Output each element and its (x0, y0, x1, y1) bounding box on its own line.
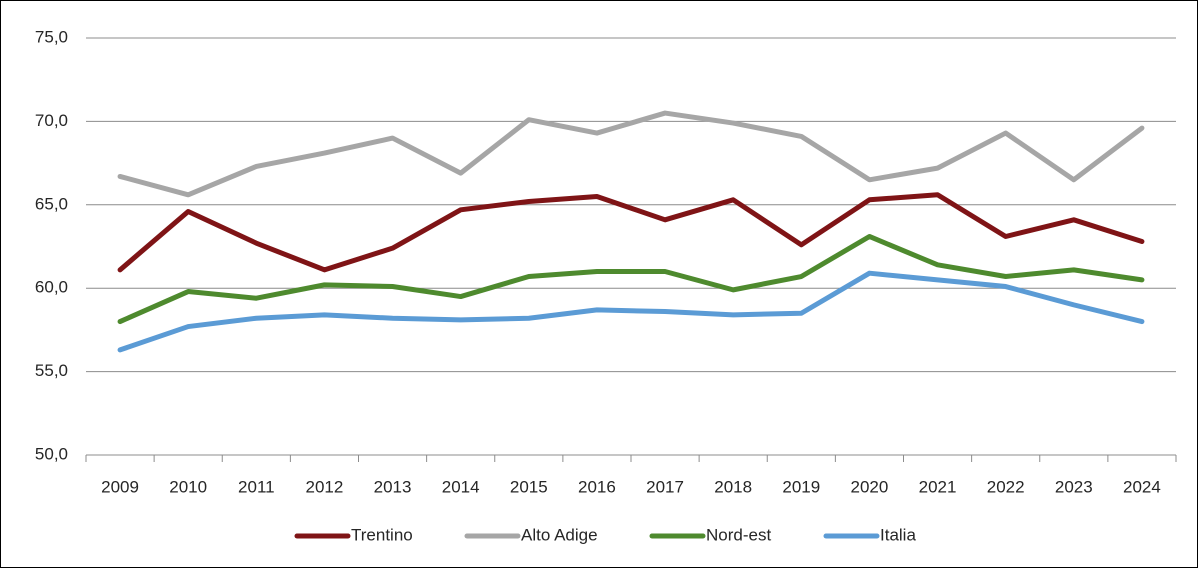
line-series (117, 110, 1145, 198)
x-tick-label: 2023 (1055, 477, 1093, 496)
y-tick-label: 75,0 (35, 27, 68, 46)
x-tick-label: 2013 (374, 477, 412, 496)
x-tick-label: 2015 (510, 477, 548, 496)
x-tick-label: 2020 (851, 477, 889, 496)
x-tick-label: 2017 (646, 477, 684, 496)
x-tick-label: 2019 (782, 477, 820, 496)
y-tick-label: 65,0 (35, 194, 68, 213)
y-tick-label: 60,0 (35, 278, 68, 297)
legend-label: Trentino (351, 525, 413, 544)
x-tick-label: 2011 (238, 477, 275, 496)
y-tick-label: 55,0 (35, 361, 68, 380)
y-tick-label: 50,0 (35, 444, 68, 463)
y-tick-label: 70,0 (35, 111, 68, 130)
legend-label: Italia (880, 525, 916, 544)
x-tick-label: 2014 (442, 477, 480, 496)
x-tick-label: 2012 (306, 477, 344, 496)
legend-label: Nord-est (706, 525, 771, 544)
x-tick-label: 2021 (919, 477, 957, 496)
line-series (117, 270, 1145, 353)
x-tick-label: 2024 (1123, 477, 1161, 496)
line-series (117, 233, 1145, 325)
x-tick-label: 2016 (578, 477, 616, 496)
x-tick-label: 2018 (714, 477, 752, 496)
x-tick-label: 2022 (987, 477, 1025, 496)
line-series (117, 192, 1145, 273)
x-tick-label: 2009 (101, 477, 139, 496)
legend-label: Alto Adige (521, 525, 598, 544)
x-tick-label: 2010 (169, 477, 207, 496)
